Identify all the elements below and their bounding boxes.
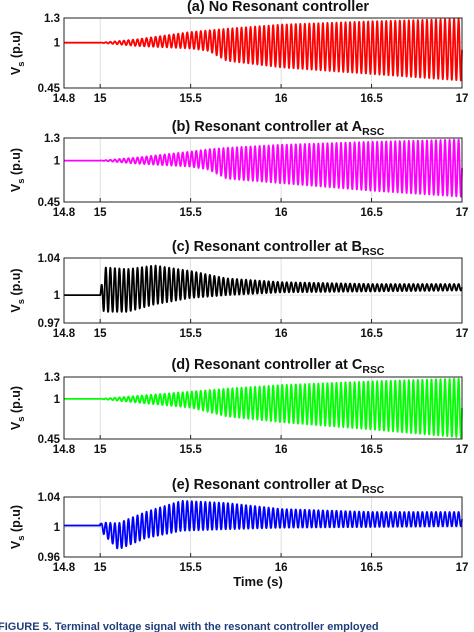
y-axis-label: Vs (p.u) [9, 505, 27, 549]
chart-title-subscript: RSC [362, 484, 385, 496]
x-tick-label: 15 [94, 93, 107, 105]
x-tick-label: 16.5 [360, 444, 383, 456]
x-tick-label: 16.5 [360, 207, 383, 219]
y-tick-label: 1 [54, 522, 61, 534]
y-tick-label: 0.45 [38, 83, 61, 95]
chart-title-main: (d) Resonant controller at C [171, 357, 362, 373]
chart-panel-3: (c) Resonant controller at BRSC 14.8 15 15.… [9, 239, 468, 340]
x-tick-label: 15 [94, 328, 107, 340]
x-tick-label: 17 [456, 93, 469, 105]
y-axis-label-unit: (p.u) [9, 148, 23, 179]
x-tick-label: 15.5 [179, 93, 202, 105]
axes-frame [63, 496, 463, 558]
y-tick-label: 1.3 [44, 133, 60, 145]
y-axis-label-symbol: V [9, 540, 23, 549]
chart-panel-4: (d) Resonant controller at CRSC 14.8 15 15.… [9, 357, 468, 456]
y-axis-label-subscript: s [16, 61, 27, 66]
y-tick-label: 1 [54, 156, 61, 168]
chart-title-subscript: RSC [362, 246, 385, 258]
x-tick-label: 16 [275, 328, 288, 340]
chart-title-main: (a) No Resonant controller [187, 0, 369, 15]
x-tick-label: 16 [275, 444, 288, 456]
y-tick-label: 1.04 [38, 253, 61, 265]
x-tick-label: 15.5 [179, 444, 202, 456]
y-tick-label: 0.45 [38, 197, 61, 209]
x-tick-label: 15 [94, 562, 107, 574]
y-axis-label-unit: (p.u) [9, 31, 23, 62]
x-tick-label: 17 [456, 207, 469, 219]
x-tick-label: 17 [456, 562, 469, 574]
figure-caption: FIGURE 5. Terminal voltage signal with t… [0, 621, 379, 632]
y-axis-label-unit: (p.u) [9, 505, 23, 536]
y-tick-label: 1 [54, 394, 61, 406]
chart-panel-5: (e) Resonant controller at DRSC 14.8 15 15.… [9, 477, 468, 589]
chart-title-subscript: RSC [362, 364, 385, 376]
x-tick-label: 15 [94, 444, 107, 456]
y-axis-label: Vs (p.u) [9, 31, 27, 75]
y-axis-label-unit: (p.u) [9, 386, 23, 417]
x-axis-label: Time (s) [233, 574, 283, 589]
x-tick-label: 16.5 [360, 93, 383, 105]
chart-title: (e) Resonant controller at DRSC [172, 477, 385, 496]
y-axis-label-symbol: V [9, 304, 23, 313]
x-tick-label: 17 [456, 328, 469, 340]
x-tick-label: 14.8 [53, 207, 76, 219]
x-tick-label: 14.8 [53, 562, 76, 574]
y-tick-label: 1.3 [44, 372, 60, 384]
chart-title: (a) No Resonant controller [187, 0, 369, 15]
x-tick-label: 14.8 [53, 444, 76, 456]
y-axis-label-unit: (p.u) [9, 268, 23, 299]
y-axis-label-subscript: s [16, 535, 27, 540]
axes-frame [63, 17, 463, 89]
x-tick-label: 16.5 [360, 328, 383, 340]
x-tick-label: 15.5 [179, 207, 202, 219]
y-tick-label: 0.45 [38, 434, 61, 446]
x-tick-label: 17 [456, 444, 469, 456]
series-line [64, 138, 463, 198]
y-tick-label: 1 [54, 38, 61, 50]
series-line [64, 18, 463, 82]
y-tick-label: 0.96 [38, 552, 60, 564]
x-tick-label: 16 [275, 93, 288, 105]
chart-title: (b) Resonant controller at ARSC [172, 119, 385, 138]
y-axis-label-symbol: V [9, 66, 23, 75]
y-axis-label: Vs (p.u) [9, 148, 27, 192]
y-axis-label-subscript: s [16, 178, 27, 183]
y-axis-label-subscript: s [16, 299, 27, 304]
y-axis-label-symbol: V [9, 421, 23, 430]
x-tick-label: 15 [94, 207, 107, 219]
x-tick-label: 14.8 [53, 93, 76, 105]
axes-frame [63, 257, 463, 324]
chart-title-main: (b) Resonant controller at A [172, 119, 363, 135]
chart-title: (c) Resonant controller at BRSC [172, 239, 385, 258]
y-axis-label-symbol: V [9, 183, 23, 192]
y-axis-label: Vs (p.u) [9, 386, 27, 430]
x-tick-label: 16 [275, 207, 288, 219]
x-tick-label: 15.5 [179, 328, 202, 340]
axes-frame [63, 376, 463, 440]
series-line [64, 264, 463, 313]
y-tick-label: 1.3 [44, 13, 60, 25]
x-tick-label: 14.8 [53, 328, 76, 340]
chart-title-subscript: RSC [362, 126, 385, 138]
chart-title-main: (e) Resonant controller at D [172, 477, 362, 493]
chart-panel-2: (b) Resonant controller at ARSC 14.8 15 15.… [9, 119, 468, 219]
chart-panel-1: (a) No Resonant controller 14.8 15 15.5 16 16… [9, 0, 468, 105]
chart-title-main: (c) Resonant controller at B [172, 239, 362, 255]
y-axis-label-subscript: s [16, 416, 27, 421]
chart-title: (d) Resonant controller at CRSC [171, 357, 385, 376]
y-tick-label: 0.97 [38, 318, 60, 330]
x-tick-label: 16 [275, 562, 288, 574]
y-axis-label: Vs (p.u) [9, 268, 27, 312]
series-line [64, 499, 463, 550]
series-line [64, 377, 463, 439]
axes-frame [63, 137, 463, 203]
x-tick-label: 16.5 [360, 562, 383, 574]
x-tick-label: 15.5 [179, 562, 202, 574]
y-tick-label: 1 [54, 290, 61, 302]
y-tick-label: 1.04 [38, 492, 61, 504]
